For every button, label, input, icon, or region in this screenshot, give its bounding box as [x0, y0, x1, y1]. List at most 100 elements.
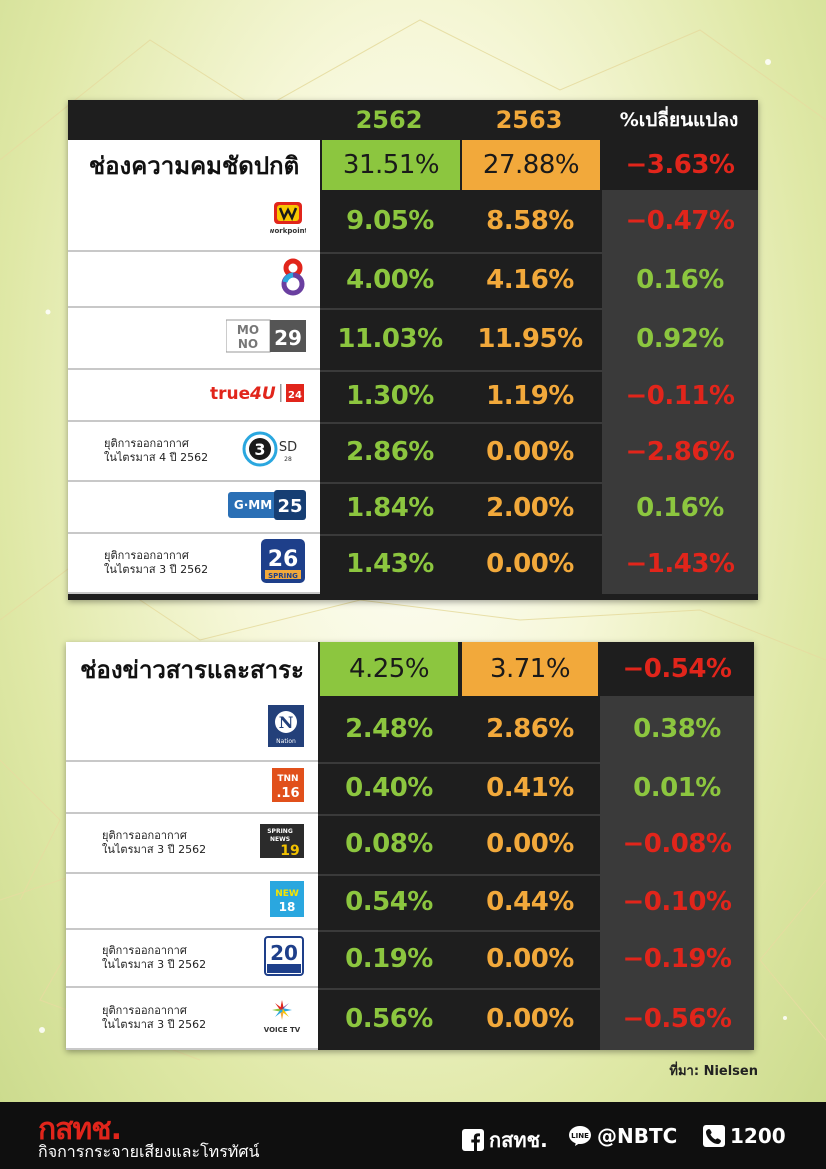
channel-logo-20: 20 [264, 936, 304, 980]
line-contact[interactable]: LINE @NBTC [568, 1124, 677, 1148]
note-line: ในไตรมาส 3 ปี 2562 [102, 843, 207, 856]
channel-cell: MO NO 29 [68, 308, 320, 370]
broadcast-ended-note: ยุติการออกอากาศ ในไตรมาส 3 ปี 2562 [102, 829, 206, 857]
value-change: −0.47% [602, 190, 758, 252]
value-change: −0.11% [602, 370, 758, 422]
value-2563: 0.44% [486, 887, 574, 917]
channel-logo-tnn-16: TNN .16 [272, 768, 304, 806]
broadcast-ended-note: ยุติการออกอากาศ ในไตรมาส 3 ปี 2562 [102, 944, 206, 972]
svg-text:4U: 4U [249, 384, 276, 404]
value-2562: 1.43% [346, 549, 434, 579]
table-row: workpoint 9.05% 8.58% −0.47% [68, 190, 758, 252]
channel-logo-nation: N Nation [268, 705, 304, 751]
value-change: 0.38% [600, 696, 754, 762]
svg-text:20: 20 [270, 941, 298, 965]
row-divider [318, 814, 754, 816]
value-2562: 9.05% [346, 206, 434, 236]
channel-logo-8 [280, 258, 306, 300]
summary-change: −3.63% [625, 150, 736, 180]
channel-logo-mono-29: MO NO 29 [225, 319, 306, 357]
row-divider [318, 988, 754, 990]
value-2562: 0.08% [345, 829, 433, 859]
note-line: ยุติการออกอากาศ [102, 1004, 187, 1017]
value-2563: 2.00% [486, 493, 574, 523]
value-2563: 0.00% [486, 944, 574, 974]
svg-text:SPRING: SPRING [268, 572, 298, 580]
channel-logo-gmm-25: G·MM 25 [228, 490, 306, 524]
value-change: 0.01% [600, 762, 754, 814]
broadcast-ended-note: ยุติการออกอากาศ ในไตรมาส 4 ปี 2562 [104, 437, 208, 465]
svg-text:SD: SD [279, 440, 297, 455]
table-row: MO NO 29 11.03% 11.95% 0.92% [68, 308, 758, 370]
channel-cell: workpoint [68, 190, 320, 252]
svg-text:SPRING: SPRING [267, 828, 293, 835]
value-change: 0.16% [602, 482, 758, 534]
facebook-label: กสทช. [489, 1128, 548, 1152]
svg-text:MO: MO [237, 323, 259, 337]
summary-row: ช่องข่าวสารและสาระ 4.25% 3.71% −0.54% [66, 642, 754, 696]
table-row: G·MM 25 1.84% 2.00% 0.16% [68, 482, 758, 534]
value-2563: 0.00% [486, 829, 574, 859]
category-title: ช่องข่าวสารและสาระ [66, 642, 318, 696]
channel-logo-spring-news-19: SPRING NEWS 19 [260, 824, 304, 862]
row-divider [318, 930, 754, 932]
note-line: ยุติการออกอากาศ [104, 549, 189, 562]
note-line: ยุติการออกอากาศ [102, 829, 187, 842]
value-2562: 2.48% [345, 714, 433, 744]
row-divider [320, 534, 758, 536]
value-change: −0.08% [600, 814, 754, 874]
footer: กสทช. กิจการกระจายเสียงและโทรทัศน์ กสทช.… [0, 1102, 826, 1169]
header-year-2563: 2563 [495, 106, 563, 134]
channel-cell: ยุติการออกอากาศ ในไตรมาส 3 ปี 2562 26 SPRIN… [68, 534, 320, 594]
header-row: 2562 2563 %เปลี่ยนแปลง [68, 100, 758, 140]
facebook-contact[interactable]: กสทช. [462, 1124, 548, 1156]
value-2562: 1.30% [346, 381, 434, 411]
note-line: ในไตรมาส 4 ปี 2562 [104, 451, 209, 464]
row-divider [318, 874, 754, 876]
note-line: ในไตรมาส 3 ปี 2562 [102, 1018, 207, 1031]
line-label: @NBTC [597, 1124, 678, 1148]
svg-text:NEW: NEW [275, 889, 299, 899]
value-2562: 0.56% [345, 1004, 433, 1034]
phone-contact[interactable]: 1200 [703, 1124, 786, 1148]
value-change: 0.16% [602, 252, 758, 308]
value-2562: 0.54% [345, 887, 433, 917]
svg-text:29: 29 [274, 326, 302, 350]
value-2563: 11.95% [477, 324, 583, 354]
note-line: ยุติการออกอากาศ [104, 437, 189, 450]
note-line: ในไตรมาส 3 ปี 2562 [102, 958, 207, 971]
value-change: −1.43% [602, 534, 758, 594]
value-2563: 2.86% [486, 714, 574, 744]
value-2562: 0.19% [345, 944, 433, 974]
value-2563: 4.16% [486, 265, 574, 295]
channel-cell: ยุติการออกอากาศ ในไตรมาส 3 ปี 2562 SPRING N… [66, 814, 318, 874]
channel-cell: TNN .16 [66, 762, 318, 814]
source-note: ที่มา: Nielsen [669, 1064, 758, 1079]
header-year-2562: 2562 [355, 106, 423, 134]
value-change: −0.19% [600, 930, 754, 988]
category-title: ช่องความคมชัดปกติ [68, 140, 320, 190]
svg-text:3: 3 [254, 440, 265, 459]
svg-text:N: N [279, 713, 294, 732]
phone-label: 1200 [730, 1124, 786, 1148]
table-row: NEW 18 0.54% 0.44% −0.10% [66, 874, 754, 930]
broadcast-ended-note: ยุติการออกอากาศ ในไตรมาส 3 ปี 2562 [102, 1004, 206, 1032]
channel-cell: ยุติการออกอากาศ ในไตรมาส 3 ปี 2562 VOICE T… [66, 988, 318, 1050]
value-2562: 2.86% [346, 437, 434, 467]
value-2562: 1.84% [346, 493, 434, 523]
table-row: ยุติการออกอากาศ ในไตรมาส 3 ปี 2562 VOICE T… [66, 988, 754, 1050]
brand-name: กสทช. [38, 1112, 122, 1147]
channel-logo-26-spring: 26 SPRING [260, 538, 306, 588]
summary-2562: 4.25% [320, 642, 458, 696]
channel-logo-new-18: NEW 18 [270, 881, 304, 921]
table-row: ยุติการออกอากาศ ในไตรมาส 3 ปี 2562 26 SPRIN… [68, 534, 758, 594]
svg-text:28: 28 [284, 456, 292, 463]
svg-text:TNN: TNN [277, 774, 298, 784]
value-2562: 4.00% [346, 265, 434, 295]
row-divider [320, 370, 758, 372]
table-row: ยุติการออกอากาศ ในไตรมาส 3 ปี 2562 20 0.19%… [66, 930, 754, 988]
summary-2563: 27.88% [462, 140, 600, 190]
channel-logo-true4u-24: true 4U 24 [210, 381, 306, 409]
table-hd-channels: 2562 2563 %เปลี่ยนแปลง ช่องความคมชัดปกติ… [68, 100, 758, 600]
